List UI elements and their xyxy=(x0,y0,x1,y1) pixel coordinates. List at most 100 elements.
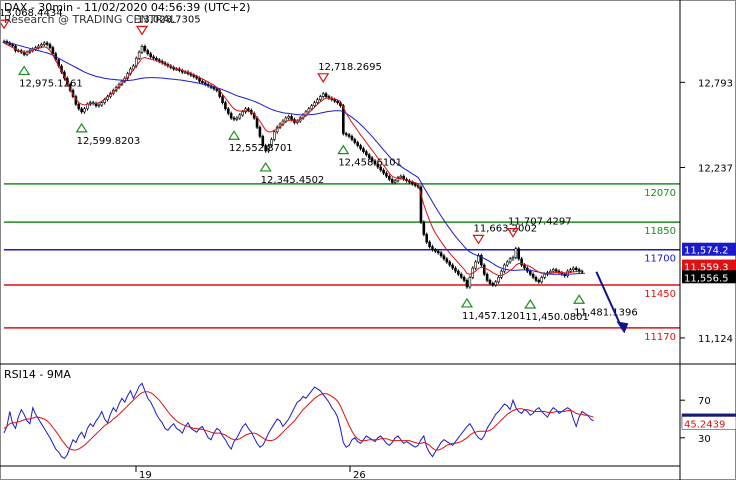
candle-body xyxy=(523,264,526,269)
candle-body xyxy=(365,151,368,156)
candle-body xyxy=(97,104,101,107)
swing-label: 11,481.1396 xyxy=(574,307,638,318)
candle-body xyxy=(411,182,414,185)
price-tag-label: 11,559.3 xyxy=(684,263,729,274)
candle-body xyxy=(388,175,391,180)
candle-body xyxy=(152,56,155,59)
candle-body xyxy=(316,99,319,104)
candle-body xyxy=(353,139,357,143)
candle-body xyxy=(198,77,201,82)
candle-body xyxy=(385,172,388,177)
candle-body xyxy=(261,136,265,146)
candle-body xyxy=(201,80,204,84)
candle-body xyxy=(284,117,288,122)
buy-marker xyxy=(18,65,31,76)
candle-body xyxy=(520,258,523,266)
candle-body xyxy=(413,183,417,186)
candle-body xyxy=(336,100,339,104)
candle-body xyxy=(428,241,431,247)
axis-tick-label: 11,124 xyxy=(698,334,733,345)
swing-label: 12,975.1261 xyxy=(19,78,83,89)
rsi-ma-line xyxy=(3,391,594,451)
rsi-axis-tick-label: 70 xyxy=(698,396,711,407)
candle-body xyxy=(511,257,515,260)
candle-body xyxy=(359,145,362,149)
candle-body xyxy=(569,269,572,272)
candle-body xyxy=(183,71,187,74)
candle-body xyxy=(390,178,394,183)
candle-body xyxy=(42,42,46,45)
candle-body xyxy=(422,221,426,235)
candle-body xyxy=(273,131,276,140)
candle-body xyxy=(574,267,578,270)
candle-body xyxy=(551,269,555,272)
buy-marker xyxy=(460,297,474,308)
buy-marker xyxy=(259,161,272,172)
axis-tick-label: 12,793 xyxy=(698,78,733,89)
axis-tick-label: 12,237 xyxy=(698,163,733,174)
rsi-panel xyxy=(3,382,594,460)
rsi-tag-label: 45.2439 xyxy=(684,419,725,430)
candle-body xyxy=(310,105,313,110)
candle-body xyxy=(497,276,500,283)
candle-body xyxy=(500,270,503,278)
forecast-arrow xyxy=(595,271,624,330)
candle-body xyxy=(457,270,460,275)
candle-body xyxy=(543,273,546,278)
ma-slow-line xyxy=(3,40,585,275)
price-tag xyxy=(682,259,736,273)
price-tag xyxy=(682,242,736,256)
candle-body xyxy=(445,258,449,263)
candle-body xyxy=(344,133,348,136)
candle-body xyxy=(11,44,14,47)
swing-label: 11,707.4297 xyxy=(508,217,572,228)
rsi-line xyxy=(3,382,594,460)
candle-body xyxy=(241,111,244,116)
candle-body xyxy=(80,108,83,113)
candle-body xyxy=(232,117,236,120)
candle-body xyxy=(459,273,463,278)
candle-body xyxy=(572,267,575,270)
candle-body xyxy=(321,93,325,97)
candle-body xyxy=(436,250,440,254)
candle-body xyxy=(554,269,558,272)
candle-body xyxy=(491,283,495,286)
candle-body xyxy=(373,160,377,165)
candle-body xyxy=(313,102,316,107)
candle-body xyxy=(350,136,354,140)
candle-body xyxy=(534,276,538,281)
level-label: 11170 xyxy=(644,332,676,343)
sell-marker xyxy=(506,228,520,238)
candle-body xyxy=(143,46,147,51)
candle-body xyxy=(376,163,380,168)
candle-body xyxy=(370,157,374,162)
candle-body xyxy=(226,108,230,114)
candle-body xyxy=(528,270,532,275)
candle-body xyxy=(362,148,365,153)
candle-body xyxy=(396,177,400,182)
swing-label: 13,028.7305 xyxy=(137,14,201,25)
swing-label: 12,345.4502 xyxy=(261,175,325,186)
candle-body xyxy=(175,68,178,71)
candle-body xyxy=(258,126,262,137)
level-label: 12070 xyxy=(644,188,676,199)
candle-body xyxy=(333,99,336,102)
candle-body xyxy=(235,117,239,120)
candle-body xyxy=(566,270,569,277)
chart-title: DAX - 30min - 11/02/2020 04:56:39 (UTC+2… xyxy=(4,1,251,14)
candle-body xyxy=(215,88,219,91)
candle-body xyxy=(468,276,472,288)
candle-body xyxy=(347,134,351,137)
candle-body xyxy=(451,264,454,269)
chart-source: Research @ TRADING CENTRAL xyxy=(4,13,177,26)
candle-body xyxy=(474,261,477,269)
candle-body xyxy=(40,44,43,47)
candle-body xyxy=(465,280,469,288)
candle-body xyxy=(431,246,434,251)
price-panel: 12070 11850 11700 11450 11170 13,068.4434 12,9… xyxy=(0,8,680,343)
candle-body xyxy=(155,57,158,61)
x-tick-label: 19 xyxy=(139,470,152,480)
candle-body xyxy=(45,42,49,45)
candle-body xyxy=(247,108,250,111)
candle-body xyxy=(270,139,273,146)
